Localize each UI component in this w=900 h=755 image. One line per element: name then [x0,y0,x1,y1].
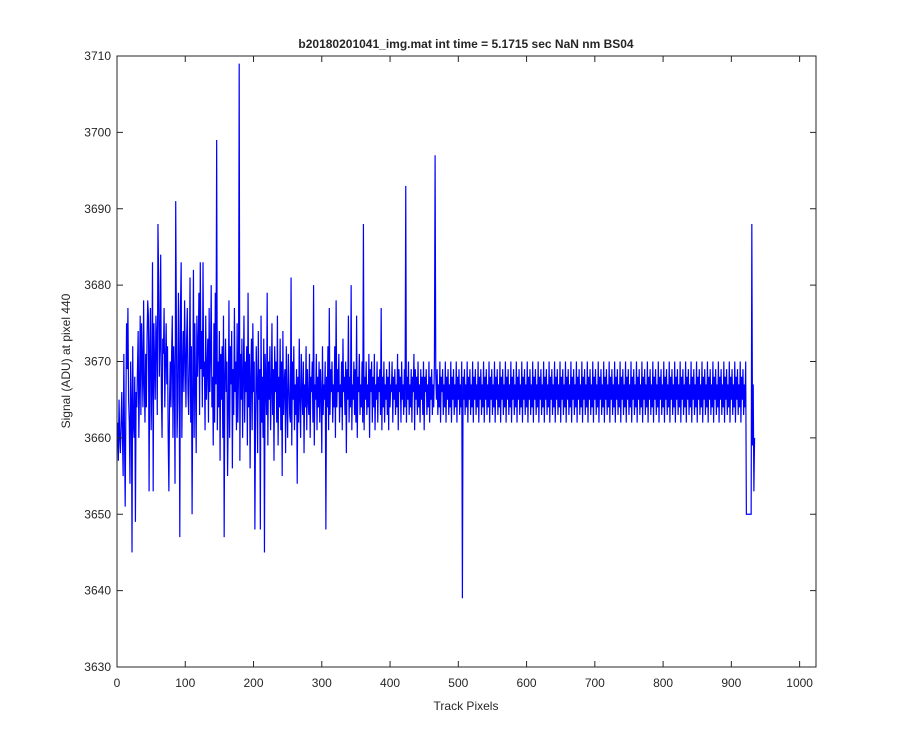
x-tick-label: 900 [721,676,741,690]
x-tick-label: 600 [517,676,537,690]
y-tick-label: 3650 [84,507,111,521]
y-tick-label: 3690 [84,202,111,216]
x-tick-label: 100 [175,676,195,690]
x-tick-label: 200 [244,676,264,690]
series-line-1 [117,63,756,599]
series-layer [117,63,756,599]
x-tick-label: 0 [114,676,121,690]
y-tick-label: 3710 [84,49,111,63]
x-tick-label: 300 [312,676,332,690]
y-tick-label: 3700 [84,125,111,139]
y-ticks: 3630 3640 3650 3660 3670 3680 3690 3700 3710 [84,49,816,674]
x-tick-label: 700 [585,676,605,690]
y-tick-label: 3670 [84,355,111,369]
y-tick-label: 3640 [84,584,111,598]
y-tick-label: 3660 [84,431,111,445]
x-tick-label: 800 [653,676,673,690]
chart-title: b20180201041_img.mat int time = 5.1715 s… [298,37,634,51]
y-tick-label: 3630 [84,660,111,674]
x-axis-label: Track Pixels [434,699,499,713]
y-tick-label: 3680 [84,278,111,292]
x-tick-label: 500 [448,676,468,690]
y-axis-label: Signal (ADU) at pixel 440 [59,293,73,428]
x-tick-label: 1000 [786,676,813,690]
x-tick-label: 400 [380,676,400,690]
x-ticks: 0 100 200 300 400 500 600 700 800 900 1000 [114,56,813,690]
